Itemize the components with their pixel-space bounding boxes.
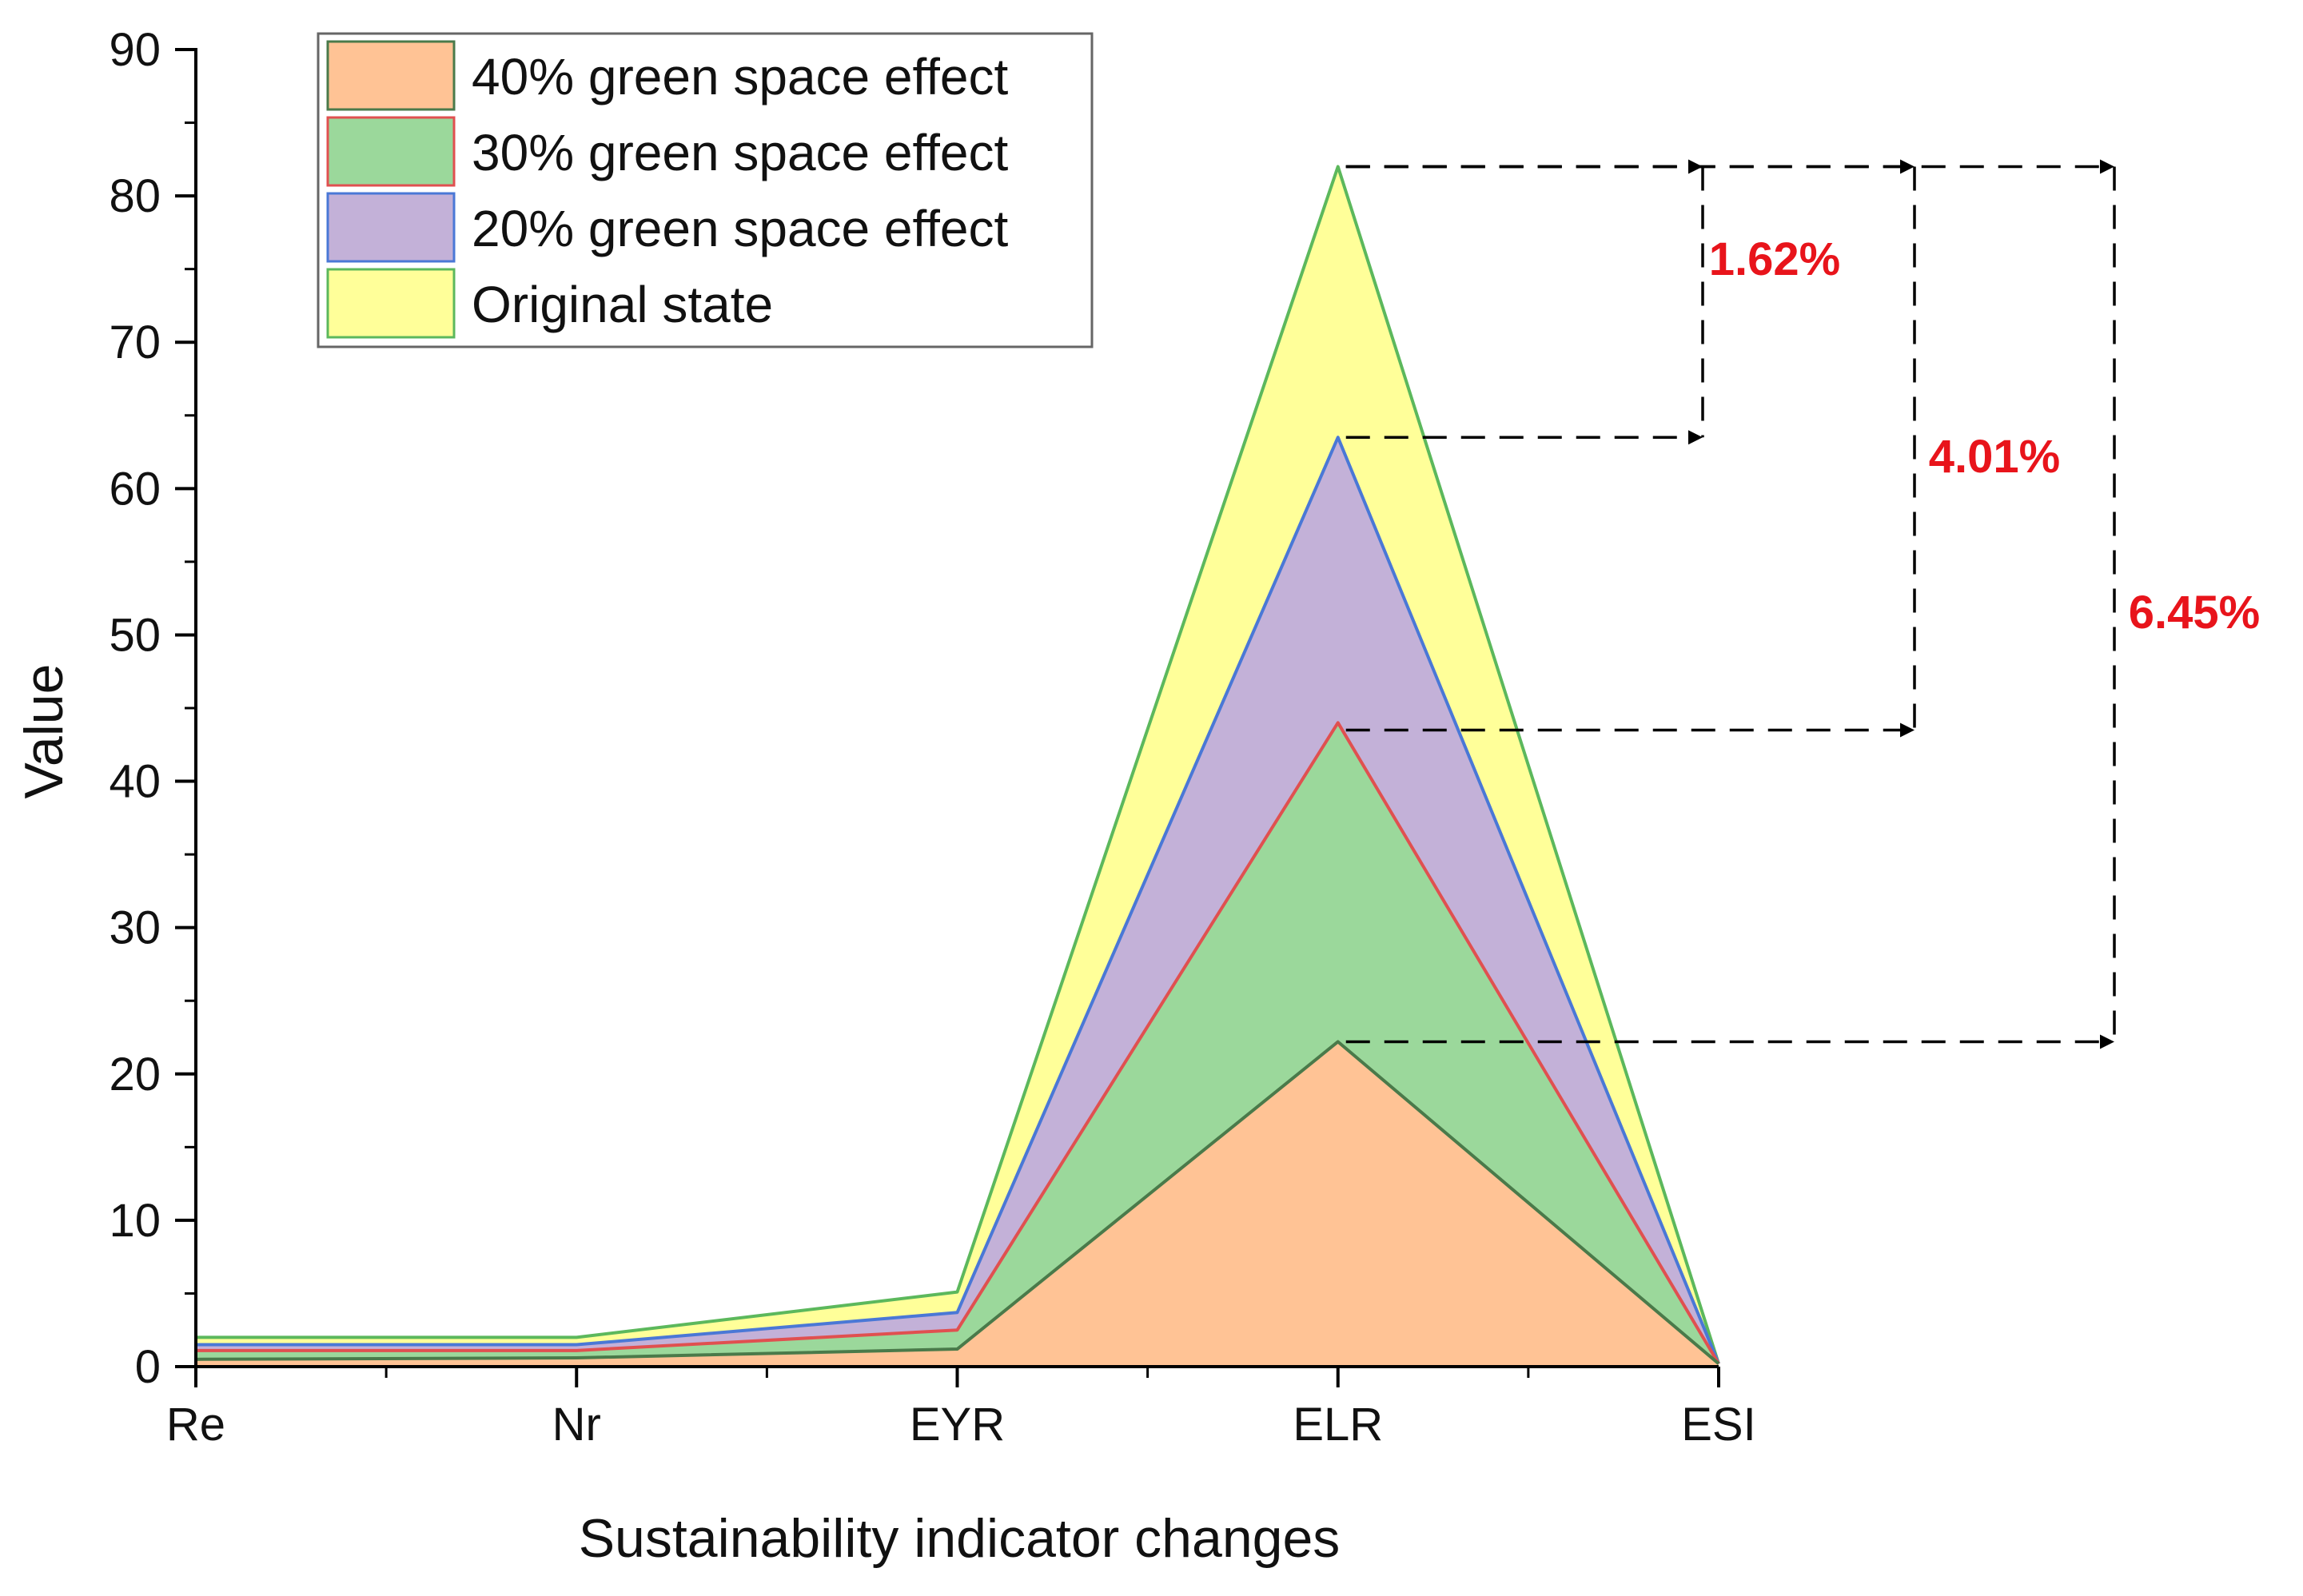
- y-tick-label-60: 60: [109, 463, 161, 515]
- annotation-arrowhead: [2100, 159, 2114, 174]
- annotation-label: 6.45%: [2129, 587, 2260, 639]
- y-tick-label-50: 50: [109, 609, 161, 661]
- legend-swatch-original-state: [326, 268, 456, 339]
- legend-label-20-green-space-effect: 20% green space effect: [472, 200, 1009, 257]
- y-tick-label-0: 0: [135, 1341, 161, 1393]
- y-tick-label-40: 40: [109, 756, 161, 808]
- x-tick-label-elr: ELR: [1293, 1399, 1383, 1451]
- annotation-arrowhead: [1900, 722, 1915, 738]
- x-tick-label-esi: ESI: [1681, 1399, 1756, 1451]
- annotation-label: 1.62%: [1709, 233, 1840, 285]
- y-tick-label-90: 90: [109, 24, 161, 76]
- annotation-label: 4.01%: [1929, 431, 2060, 483]
- legend-swatch-40-green-space-effect: [326, 40, 456, 111]
- legend-label-original-state: Original state: [472, 276, 773, 333]
- line-original-state: [196, 165, 1720, 1364]
- annotation-arrowhead: [1900, 159, 1915, 174]
- legend: 40% green space effect 30% green space ef…: [317, 32, 1094, 348]
- x-tick-label-nr: Nr: [552, 1399, 601, 1451]
- y-tick-label-80: 80: [109, 170, 161, 222]
- annotation-group: 1.62% 4.01% 6.45%: [1345, 159, 2260, 1049]
- area-series-group: [195, 165, 1720, 1367]
- line-30-green-space-effect: [196, 721, 1720, 1365]
- x-tick-label-eyr: EYR: [910, 1399, 1005, 1451]
- y-tick-label-20: 20: [109, 1049, 161, 1100]
- annotation-arrowhead: [1688, 430, 1703, 445]
- y-axis-title: Value: [14, 664, 74, 799]
- area-40-green-space-effect: [196, 1041, 1719, 1367]
- annotation-arrowhead: [2100, 1034, 2114, 1049]
- legend-label-30-green-space-effect: 30% green space effect: [472, 124, 1009, 181]
- legend-label-40-green-space-effect: 40% green space effect: [472, 48, 1009, 105]
- y-tick-label-30: 30: [109, 902, 161, 954]
- legend-swatch-20-green-space-effect: [326, 192, 456, 263]
- legend-swatch-30-green-space-effect: [326, 116, 456, 187]
- x-axis-title: Sustainability indicator changes: [579, 1508, 1341, 1569]
- line-20-green-space-effect: [196, 436, 1720, 1365]
- x-tick-label-re: Re: [166, 1399, 225, 1451]
- line-40-green-space-effect: [195, 1040, 1720, 1365]
- y-tick-label-10: 10: [109, 1195, 161, 1247]
- y-tick-label-70: 70: [109, 316, 161, 368]
- axes-group: 0 10 20 30 40 50 60 70 80 90 Re Nr EYR ELR ESI: [109, 24, 1755, 1451]
